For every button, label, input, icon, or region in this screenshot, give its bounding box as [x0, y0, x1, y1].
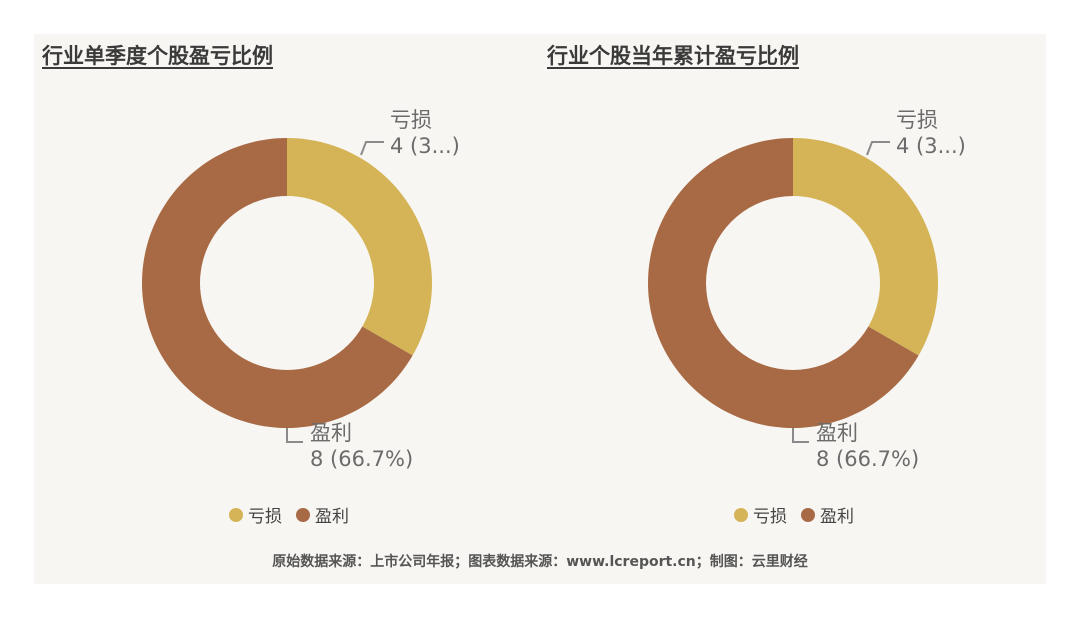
legend-item-profit: 盈利 — [801, 502, 854, 527]
legend-item-loss: 亏损 — [229, 502, 282, 527]
legend-label-loss: 亏损 — [248, 507, 282, 527]
data-label-profit-value: 8 (66.7%) — [310, 447, 413, 471]
source-footer: 原始数据来源：上市公司年报；图表数据来源：www.lcreport.cn；制图：… — [272, 554, 808, 570]
donut-chart-right: 亏损4 (3...) 盈利8 (66.7%) — [648, 108, 966, 471]
chart-title-right: 行业个股当年累计盈亏比例 — [547, 44, 799, 68]
legend-label-profit: 盈利 — [820, 507, 854, 527]
legend-right: 亏损 盈利 — [734, 502, 854, 527]
slice-profit — [142, 138, 413, 428]
data-label-loss-name: 亏损 — [390, 108, 432, 132]
leader-line-profit — [286, 428, 303, 443]
legend-item-profit: 盈利 — [296, 502, 349, 527]
legend-left: 亏损 盈利 — [229, 502, 349, 527]
data-label-loss-value: 4 (3...) — [896, 134, 966, 158]
slice-loss — [793, 138, 938, 356]
chart-panel: 行业单季度个股盈亏比例 亏损 4 (3...) 盈利 8 (66.7%) 亏损 盈利 … — [34, 34, 1046, 584]
leader-line-loss — [360, 141, 384, 156]
data-label-loss-value: 4 (3...) — [390, 134, 460, 158]
donut-chart-left: 亏损4 (3...) 盈利8 (66.7%) — [142, 108, 460, 471]
leader-line-loss — [866, 141, 890, 156]
legend-label-loss: 亏损 — [753, 507, 787, 527]
data-label-profit-name: 盈利 — [310, 421, 352, 445]
legend-marker-loss — [734, 507, 748, 522]
legend-marker-profit — [801, 507, 815, 522]
slice-loss — [287, 138, 432, 356]
legend-marker-loss — [229, 507, 243, 522]
data-label-profit-value: 8 (66.7%) — [816, 447, 919, 471]
legend-item-loss: 亏损 — [734, 502, 787, 527]
data-label-loss-name: 亏损 — [896, 108, 938, 132]
slice-profit — [648, 138, 919, 428]
leader-line-profit — [792, 428, 809, 443]
legend-marker-profit — [296, 507, 310, 522]
chart-title-left: 行业单季度个股盈亏比例 — [42, 44, 273, 68]
legend-label-profit: 盈利 — [315, 507, 349, 527]
data-label-profit-name: 盈利 — [816, 421, 858, 445]
